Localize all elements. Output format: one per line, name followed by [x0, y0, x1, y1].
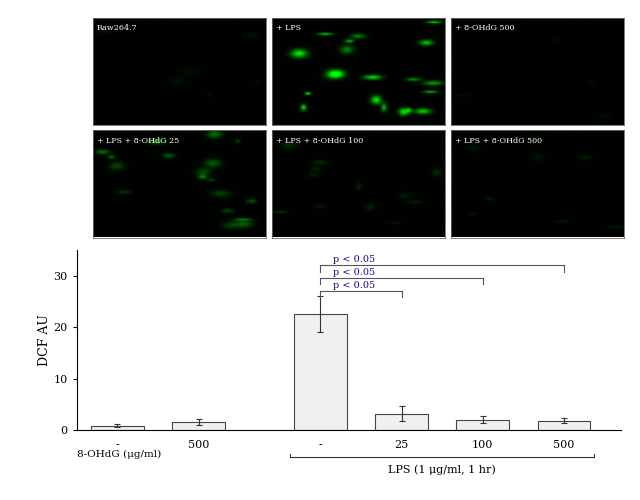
Text: p < 0.05: p < 0.05 [333, 255, 374, 264]
Text: p < 0.05: p < 0.05 [333, 268, 374, 276]
Text: + 8-OHdG 500: + 8-OHdG 500 [455, 24, 515, 32]
Text: -: - [319, 440, 323, 450]
Text: + LPS + 8-OHdG 500: + LPS + 8-OHdG 500 [455, 136, 542, 144]
Y-axis label: DCF AU: DCF AU [38, 314, 51, 366]
Bar [91, 426, 144, 430]
Text: LPS (1 μg/ml, 1 hr): LPS (1 μg/ml, 1 hr) [388, 464, 496, 475]
Text: Raw264.7: Raw264.7 [97, 24, 138, 32]
Bar [538, 420, 590, 430]
Bar [456, 420, 509, 430]
Bar [375, 414, 428, 430]
Text: + LPS + 8-OHdG 25: + LPS + 8-OHdG 25 [97, 136, 179, 144]
Text: 25: 25 [394, 440, 409, 450]
Bar [172, 422, 225, 430]
Text: -: - [116, 440, 119, 450]
Text: p < 0.05: p < 0.05 [333, 280, 374, 289]
Text: 500: 500 [188, 440, 209, 450]
Bar [294, 314, 347, 430]
Text: 8-OHdG (μg/ml): 8-OHdG (μg/ml) [77, 450, 161, 458]
Text: 100: 100 [472, 440, 493, 450]
Text: 500: 500 [553, 440, 575, 450]
Text: + LPS + 8-OHdG 100: + LPS + 8-OHdG 100 [276, 136, 363, 144]
Text: + LPS: + LPS [276, 24, 301, 32]
